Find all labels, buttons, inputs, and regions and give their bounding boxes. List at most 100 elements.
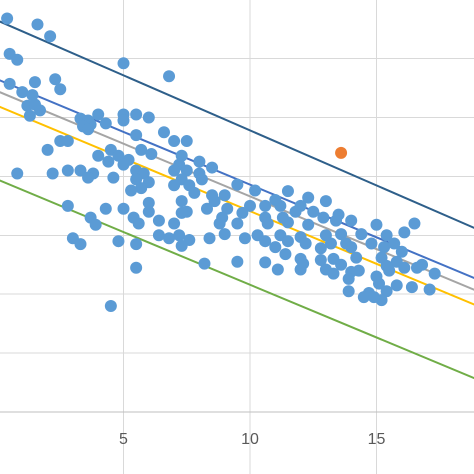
data-point <box>335 258 348 271</box>
data-point <box>175 239 188 252</box>
data-point <box>135 143 148 156</box>
data-point <box>142 196 155 209</box>
data-point <box>125 184 138 197</box>
data-point <box>163 70 176 83</box>
trend-line-1 <box>0 20 474 229</box>
data-point <box>355 228 368 241</box>
highlighted-data-point <box>335 146 348 159</box>
data-point <box>244 199 256 212</box>
data-point <box>367 291 380 304</box>
data-point <box>112 235 125 248</box>
data-point <box>168 164 181 177</box>
data-point <box>398 226 411 239</box>
data-point <box>130 261 143 274</box>
data-point <box>130 238 143 251</box>
data-point <box>152 229 165 242</box>
data-point <box>175 195 188 208</box>
data-point <box>259 199 272 212</box>
data-point <box>330 214 343 227</box>
data-point <box>145 148 158 161</box>
data-point <box>46 167 59 180</box>
data-point <box>281 185 294 198</box>
data-point <box>198 257 211 270</box>
data-point <box>350 251 363 264</box>
data-point <box>342 285 355 298</box>
data-point <box>175 206 188 219</box>
data-point <box>274 199 287 212</box>
data-point <box>302 218 315 231</box>
data-point <box>61 135 74 148</box>
data-point <box>378 241 391 254</box>
data-point <box>423 283 436 296</box>
data-point <box>44 30 57 43</box>
data-point <box>117 158 130 171</box>
data-point <box>163 232 176 245</box>
data-point <box>236 206 249 219</box>
data-point <box>294 263 307 276</box>
data-point <box>1 12 14 25</box>
data-point <box>238 232 251 245</box>
data-point <box>31 18 44 31</box>
trend-lines <box>0 20 474 380</box>
data-point <box>142 111 155 124</box>
data-point <box>61 164 74 177</box>
data-point <box>365 237 378 250</box>
data-point <box>173 229 186 242</box>
data-point <box>357 291 370 304</box>
data-point <box>130 173 143 186</box>
data-point <box>314 254 327 267</box>
data-point <box>307 205 320 218</box>
data-point <box>152 214 165 227</box>
data-point <box>319 195 332 208</box>
data-point <box>104 299 117 312</box>
data-point <box>342 272 355 285</box>
data-point <box>102 155 115 168</box>
data-point <box>11 53 24 66</box>
data-point <box>302 191 315 204</box>
data-point <box>327 267 340 280</box>
data-point <box>390 279 403 292</box>
data-point <box>405 281 418 294</box>
trend-line-5 <box>0 179 474 380</box>
data-point <box>61 199 74 212</box>
data-point <box>157 126 170 139</box>
data-point <box>383 264 396 277</box>
data-point <box>345 241 358 254</box>
x-tick-label: 10 <box>241 431 259 448</box>
data-point <box>3 77 16 90</box>
data-point <box>380 285 393 298</box>
data-point <box>398 261 411 274</box>
data-point <box>213 217 226 230</box>
data-point <box>117 202 130 215</box>
data-point <box>335 228 348 241</box>
data-point <box>380 229 393 242</box>
data-point <box>231 255 244 268</box>
data-point <box>195 173 208 186</box>
data-point <box>107 171 120 184</box>
data-point <box>99 202 112 215</box>
data-point <box>132 217 145 230</box>
data-point <box>410 261 423 274</box>
data-point <box>218 189 231 202</box>
data-point <box>231 178 244 191</box>
data-point <box>130 129 143 142</box>
data-point <box>74 238 87 251</box>
data-point <box>370 218 383 231</box>
x-axis: 5 10 15 <box>0 411 474 448</box>
data-point <box>200 202 213 215</box>
data-point <box>26 89 39 102</box>
data-point <box>408 217 421 230</box>
trend-line-4 <box>0 105 474 306</box>
data-point <box>271 263 284 276</box>
data-point <box>231 217 244 230</box>
data-point <box>299 237 312 250</box>
data-point <box>317 211 330 224</box>
data-point <box>168 217 181 230</box>
data-point <box>193 155 206 168</box>
data-point <box>23 109 36 122</box>
data-point <box>279 248 292 261</box>
data-point <box>388 237 401 250</box>
data-point <box>345 214 358 227</box>
